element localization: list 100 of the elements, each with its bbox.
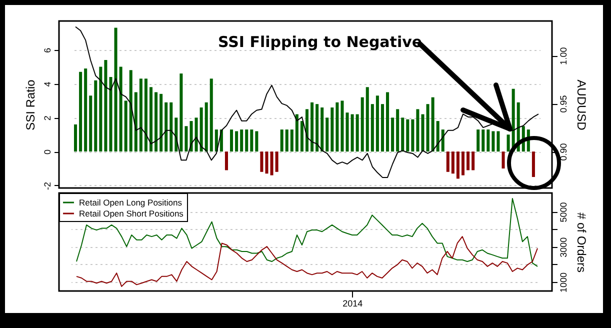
bar (326, 118, 329, 152)
bar (502, 152, 505, 169)
y2-tick-label: 1.00 (558, 47, 568, 65)
bar (366, 87, 369, 152)
bar (336, 102, 339, 152)
line-series (76, 236, 538, 287)
bar (204, 102, 208, 152)
bar (411, 119, 414, 152)
bar (160, 94, 163, 152)
bar (99, 66, 102, 152)
bar (270, 152, 274, 176)
bar (134, 92, 138, 152)
bar (496, 131, 500, 152)
legend-label: Retail Open Long Positions (79, 198, 182, 208)
bar (421, 114, 424, 152)
bar (119, 66, 122, 152)
bar (370, 104, 374, 152)
bar (340, 100, 344, 152)
bar (466, 152, 470, 170)
bar (391, 118, 394, 152)
bar (401, 118, 404, 152)
line-series (75, 26, 539, 178)
bar (482, 130, 485, 152)
bar (486, 130, 490, 152)
bar (74, 124, 78, 152)
y2-axis-title: AUDUSD (574, 80, 588, 131)
y-axis-title: SSI Ratio (24, 79, 38, 130)
bar (194, 118, 198, 152)
bar (230, 130, 234, 152)
bar (346, 112, 349, 152)
bar (426, 104, 430, 152)
bar (104, 60, 108, 152)
y-tick-label: 4 (42, 82, 52, 87)
bar (380, 104, 384, 152)
bar (144, 78, 148, 152)
bar (260, 152, 264, 172)
bar (235, 131, 238, 152)
y-tick-label: 3000 (558, 237, 568, 258)
bar (129, 70, 132, 152)
bar (492, 131, 495, 152)
bar (416, 109, 420, 152)
bar (446, 152, 450, 172)
y2-tick-label: 0.95 (558, 95, 568, 113)
bar (360, 97, 364, 152)
bar (456, 152, 460, 179)
bar (275, 152, 278, 172)
bar (139, 78, 142, 152)
bar (290, 130, 294, 152)
bar (114, 28, 118, 152)
bar (295, 114, 298, 152)
bar (441, 130, 444, 152)
bar (210, 78, 213, 152)
bar (461, 152, 465, 176)
bar (310, 102, 314, 152)
bar (250, 130, 254, 152)
bar (305, 109, 309, 152)
bar (396, 109, 400, 152)
bar (200, 107, 203, 152)
bar (89, 96, 92, 152)
bar (376, 96, 379, 152)
y2-tick-label: 0.90 (558, 143, 568, 161)
bar (330, 107, 334, 152)
bar (406, 119, 410, 152)
y-axis-title: # of Orders (574, 212, 588, 273)
bar (431, 97, 434, 152)
bar (214, 130, 218, 152)
bar (506, 134, 510, 152)
bar (316, 104, 319, 152)
bar (79, 72, 82, 152)
bar (180, 74, 183, 152)
bar (190, 121, 193, 152)
bar (124, 100, 128, 152)
bar (184, 126, 188, 152)
bar (300, 121, 304, 152)
bar (154, 92, 158, 152)
annotation: SSI Flipping to Negative (218, 33, 422, 51)
bar (149, 87, 153, 152)
bar (255, 131, 258, 152)
bar (350, 114, 354, 152)
bar (84, 68, 88, 152)
bar (240, 130, 244, 152)
bar (280, 130, 284, 152)
bar (386, 92, 390, 152)
x-tick-label: 2014 (342, 298, 363, 308)
bar (356, 114, 359, 152)
bar (472, 152, 475, 170)
bar (224, 152, 228, 170)
bar (285, 130, 288, 152)
bar (170, 102, 173, 152)
bar (320, 107, 324, 152)
y-tick-label: 0 (42, 150, 52, 155)
y-tick-label: 5000 (558, 202, 568, 222)
bar (436, 121, 440, 152)
bar (109, 76, 112, 152)
y-tick-label: -2 (42, 182, 52, 190)
bar (451, 152, 454, 174)
bar (265, 152, 268, 174)
bar (476, 130, 480, 152)
y-tick-label: 1000 (558, 272, 568, 293)
y-tick-label: 2 (42, 116, 52, 121)
